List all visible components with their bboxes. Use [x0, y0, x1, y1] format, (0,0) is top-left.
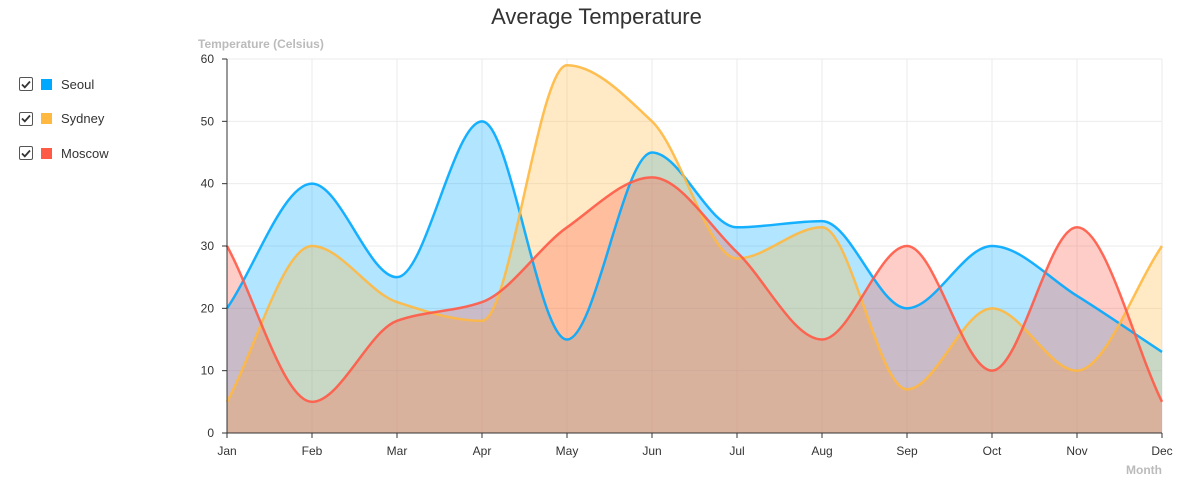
legend-item-moscow[interactable]: Moscow — [19, 144, 109, 162]
area-moscow — [227, 177, 1162, 433]
x-tick-label: Jul — [729, 444, 744, 458]
x-tick-label: May — [556, 444, 579, 458]
check-icon — [21, 114, 31, 123]
legend-label-sydney: Sydney — [61, 111, 105, 126]
y-tick-label: 20 — [201, 301, 215, 315]
x-tick-label: Apr — [473, 444, 492, 458]
grid — [227, 58, 1163, 433]
y-tick-labels: 0 10 20 30 40 50 60 — [201, 52, 215, 440]
y-tick-label: 10 — [201, 364, 215, 378]
x-tick-label: Oct — [983, 444, 1002, 458]
x-tick-label: Feb — [302, 444, 323, 458]
legend-swatch-sydney — [41, 113, 52, 124]
legend-checkbox-seoul[interactable] — [19, 77, 33, 91]
legend-checkbox-moscow[interactable] — [19, 146, 33, 160]
check-icon — [21, 80, 31, 89]
series-lines — [225, 63, 1164, 404]
legend-swatch-seoul — [41, 78, 52, 90]
check-icon — [21, 149, 31, 158]
x-axis-title: Month — [1126, 463, 1162, 477]
area-seoul — [227, 121, 1162, 433]
y-tick-label: 0 — [207, 426, 214, 440]
area-sydney — [227, 65, 1162, 433]
line-moscow — [225, 176, 1164, 404]
y-tick-label: 30 — [201, 239, 215, 253]
x-tick-label: Nov — [1066, 444, 1087, 458]
line-seoul — [225, 120, 1163, 354]
chart-title: Average Temperature — [491, 4, 702, 29]
legend-checkbox-sydney[interactable] — [19, 111, 33, 126]
axes — [222, 58, 1163, 438]
y-tick-label: 60 — [201, 52, 215, 66]
series-areas — [227, 65, 1162, 433]
legend-item-sydney[interactable]: Sydney — [19, 110, 109, 128]
y-tick-label: 50 — [201, 114, 215, 128]
x-tick-label: Aug — [811, 444, 832, 458]
legend-swatch-moscow — [41, 147, 52, 159]
x-tick-label: Dec — [1151, 444, 1172, 458]
x-tick-label: Sep — [896, 444, 918, 458]
y-axis-title: Temperature (Celsius) — [198, 37, 324, 51]
legend: Seoul Sydney Moscow — [19, 75, 109, 179]
x-tick-label: Mar — [387, 444, 408, 458]
x-tick-label: Jan — [217, 444, 236, 458]
x-tick-labels: Jan Feb Mar Apr May Jun Jul Aug Sep Oct Nov Dec — [217, 444, 1172, 458]
x-tick-label: Jun — [642, 444, 661, 458]
legend-item-seoul[interactable]: Seoul — [19, 75, 109, 93]
y-tick-label: 40 — [201, 177, 215, 191]
legend-label-seoul: Seoul — [61, 76, 95, 92]
legend-label-moscow: Moscow — [61, 145, 109, 161]
line-sydney — [225, 63, 1164, 403]
